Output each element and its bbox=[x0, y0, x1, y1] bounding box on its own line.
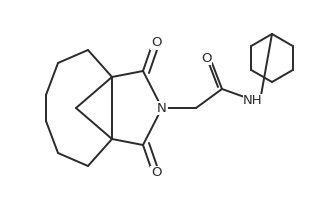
Text: N: N bbox=[157, 101, 167, 114]
Text: NH: NH bbox=[243, 95, 263, 107]
Text: O: O bbox=[151, 166, 161, 179]
Text: O: O bbox=[151, 36, 161, 50]
Text: O: O bbox=[201, 51, 211, 65]
